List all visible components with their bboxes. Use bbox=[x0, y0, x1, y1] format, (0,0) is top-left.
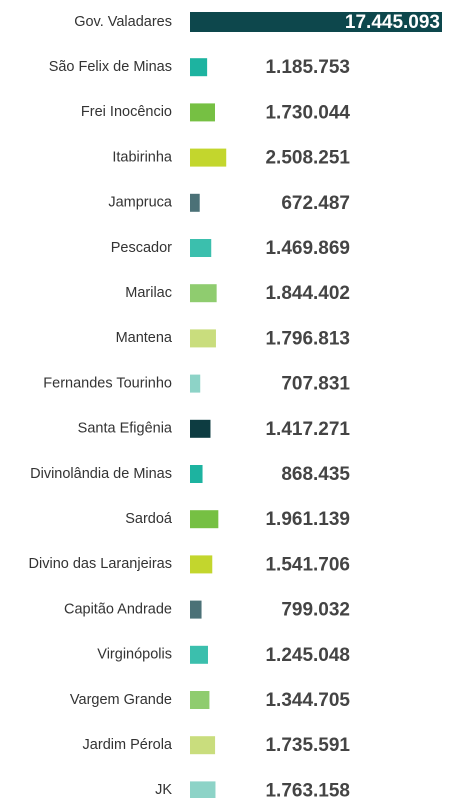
category-label: Santa Efigênia bbox=[78, 421, 173, 437]
category-label: Itabirinha bbox=[112, 149, 173, 165]
value-label: 1.417.271 bbox=[265, 419, 350, 440]
value-label: 17.445.093 bbox=[345, 12, 440, 33]
category-label: Jampruca bbox=[108, 195, 173, 211]
bar bbox=[190, 103, 215, 122]
bar bbox=[190, 284, 217, 303]
value-label: 672.487 bbox=[281, 193, 350, 214]
value-label: 1.735.591 bbox=[265, 735, 350, 756]
bar bbox=[190, 12, 442, 32]
category-label: JK bbox=[155, 782, 172, 798]
bar bbox=[190, 691, 210, 709]
category-label: Fernandes Tourinho bbox=[43, 375, 172, 391]
category-label: Marilac bbox=[125, 285, 172, 301]
category-label: Divinolândia de Minas bbox=[30, 466, 172, 482]
value-label: 1.961.139 bbox=[265, 509, 350, 530]
bar bbox=[190, 600, 202, 619]
bar bbox=[190, 781, 216, 798]
value-label: 868.435 bbox=[281, 464, 350, 485]
category-label: Pescador bbox=[111, 240, 172, 256]
category-label: Divino das Laranjeiras bbox=[29, 556, 172, 572]
bar bbox=[190, 419, 211, 438]
bar bbox=[190, 374, 201, 393]
bar bbox=[190, 555, 213, 574]
bar bbox=[190, 148, 227, 167]
value-label: 1.469.869 bbox=[265, 238, 350, 259]
category-label: Vargem Grande bbox=[70, 692, 172, 708]
value-label: 1.344.705 bbox=[265, 690, 350, 711]
value-label: 1.796.813 bbox=[265, 328, 350, 349]
value-label: 2.508.251 bbox=[265, 148, 350, 169]
value-label: 1.730.044 bbox=[265, 102, 350, 123]
category-label: Mantena bbox=[116, 330, 173, 346]
bar bbox=[190, 736, 216, 755]
value-label: 1.763.158 bbox=[265, 780, 350, 798]
category-label: Capitão Andrade bbox=[64, 601, 172, 617]
value-label: 1.541.706 bbox=[265, 554, 350, 575]
category-label: Jardim Pérola bbox=[83, 737, 173, 753]
category-label: Gov. Valadares bbox=[74, 14, 172, 30]
bar bbox=[190, 465, 203, 483]
category-label: Virginópolis bbox=[97, 647, 172, 663]
bar bbox=[190, 58, 208, 77]
value-label: 1.185.753 bbox=[265, 57, 350, 78]
value-label: 707.831 bbox=[281, 374, 350, 395]
category-label: Sardoá bbox=[125, 511, 173, 527]
bar bbox=[190, 193, 200, 212]
category-label: Frei Inocêncio bbox=[81, 104, 172, 120]
bar bbox=[190, 510, 219, 529]
value-label: 1.245.048 bbox=[265, 645, 350, 666]
value-label: 1.844.402 bbox=[265, 283, 350, 304]
bar bbox=[190, 239, 212, 257]
category-label: São Felix de Minas bbox=[49, 59, 172, 75]
bar bbox=[190, 329, 216, 348]
value-label: 799.032 bbox=[281, 600, 350, 621]
bar bbox=[190, 645, 208, 664]
